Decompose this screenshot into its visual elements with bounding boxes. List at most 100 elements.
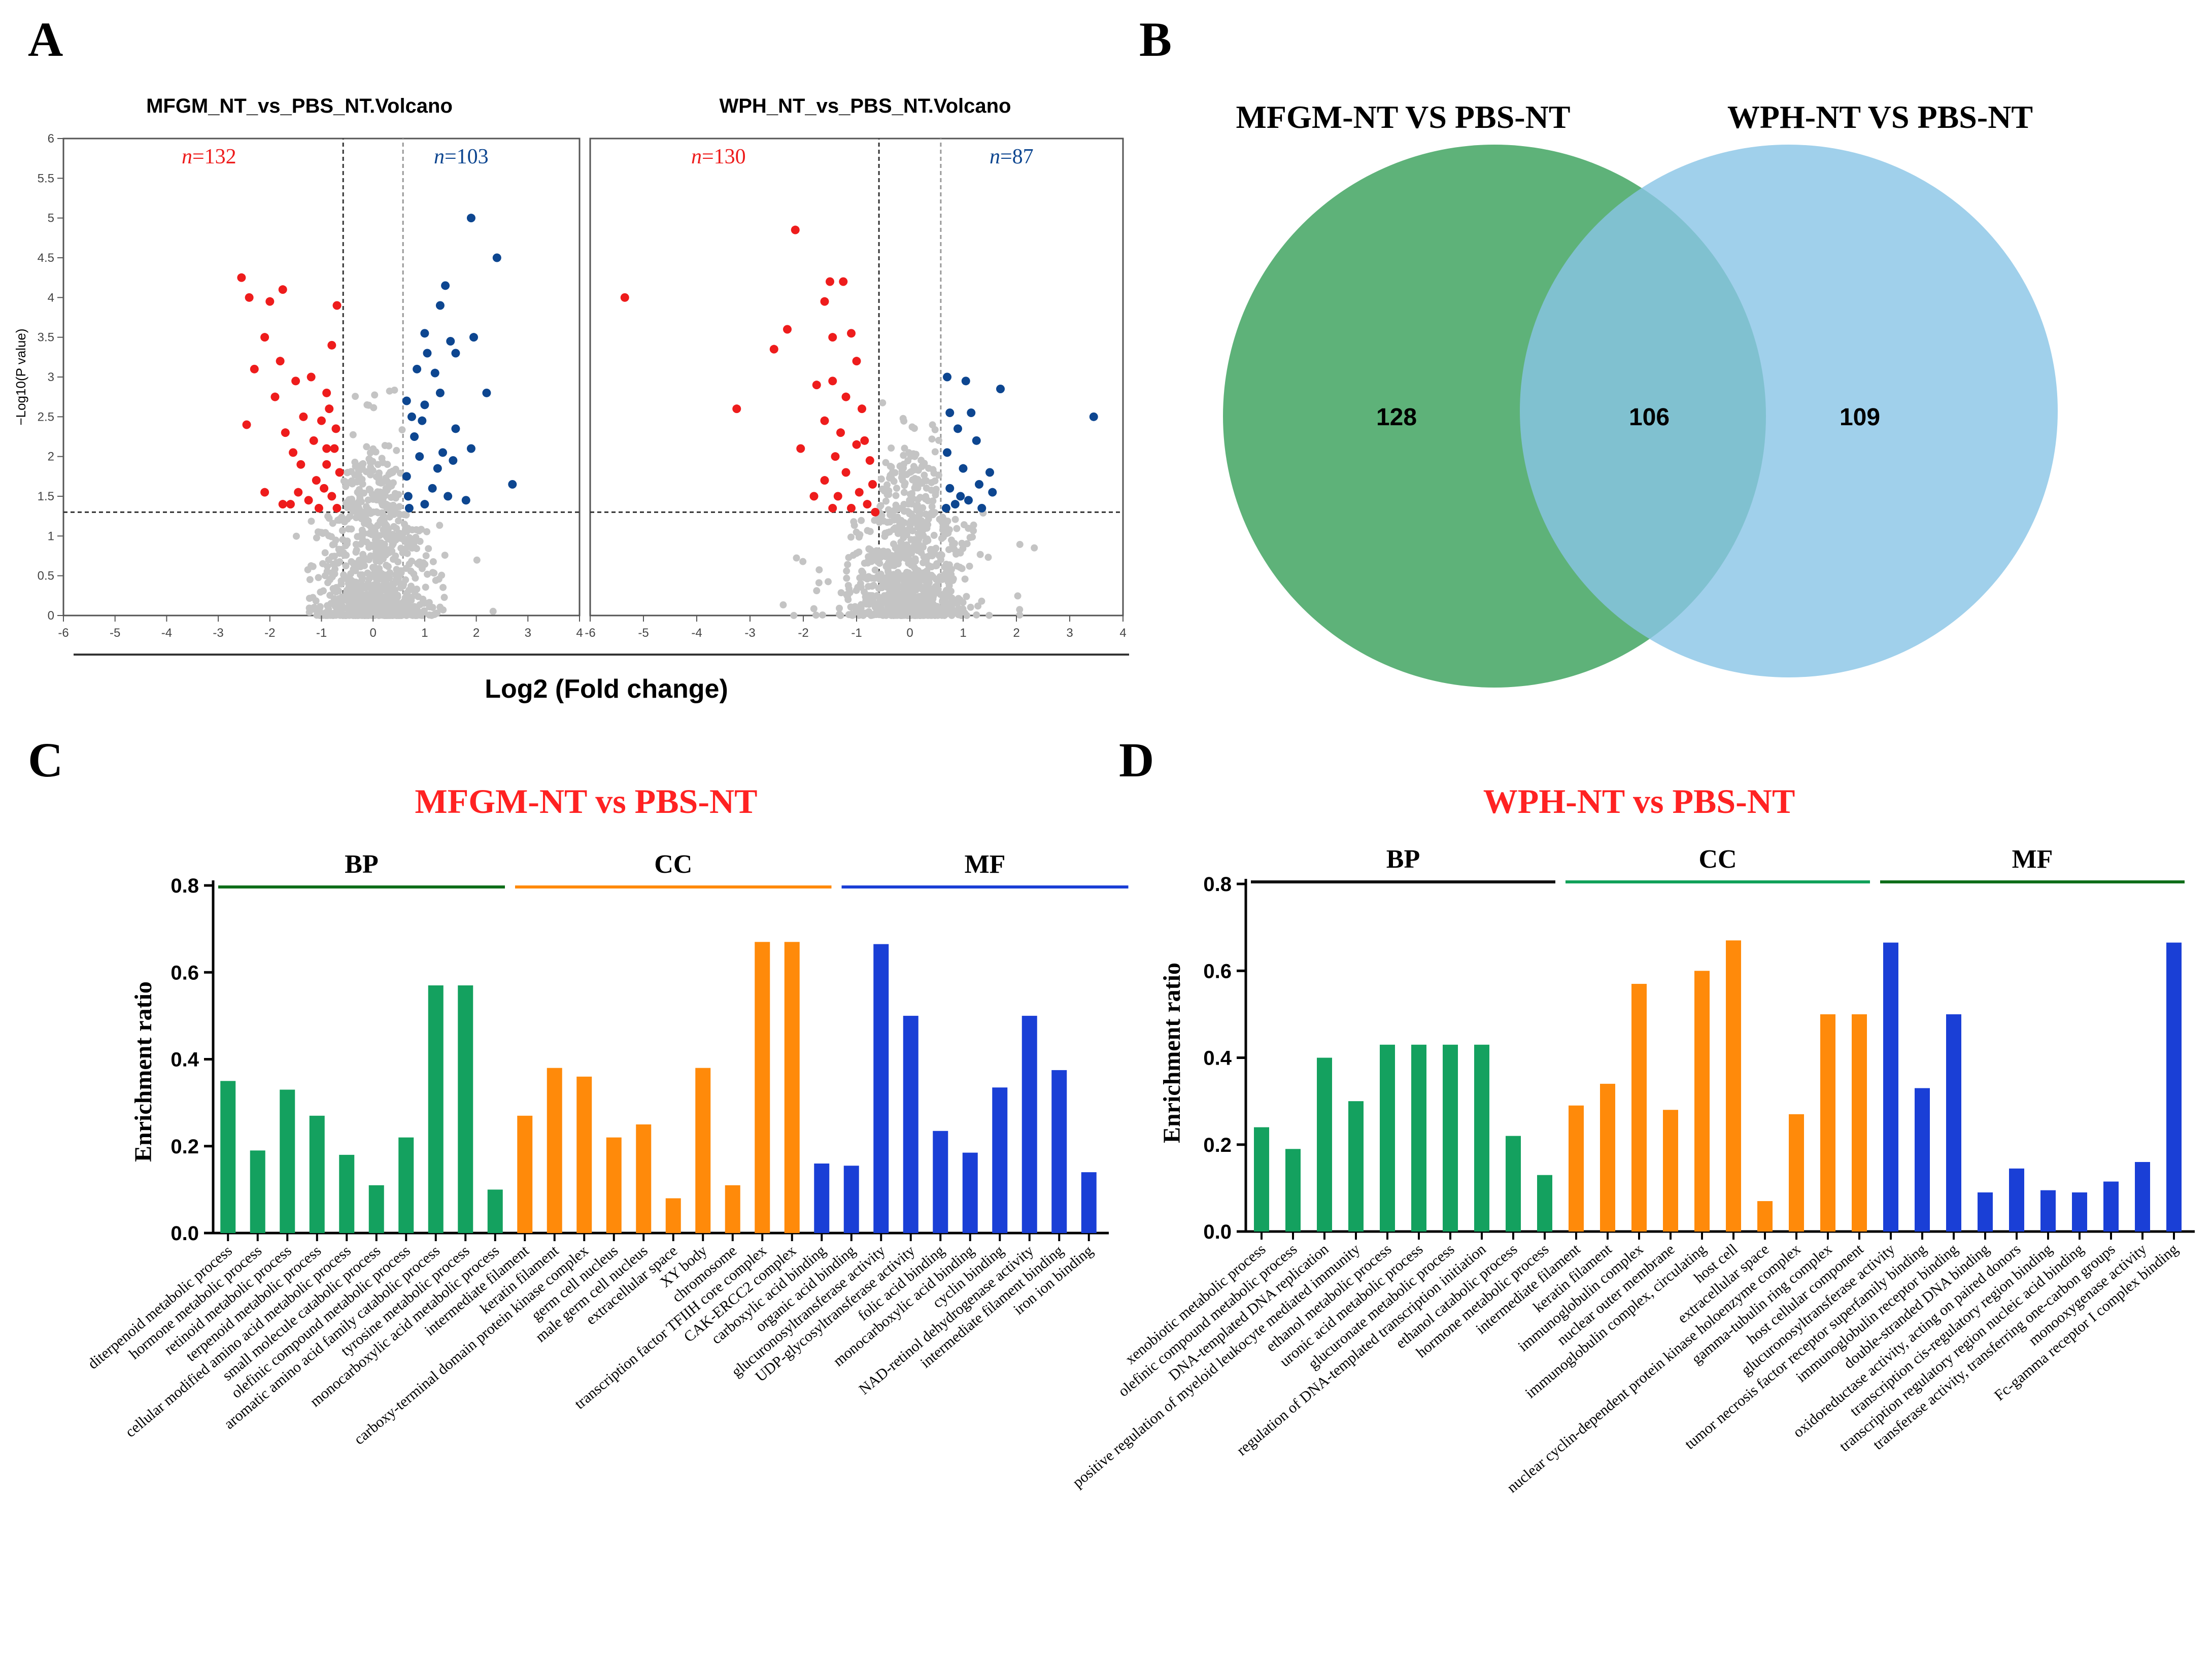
ns-point — [966, 562, 973, 570]
ns-point — [882, 497, 890, 505]
ns-point — [425, 545, 432, 553]
ns-point — [942, 569, 949, 577]
ns-point — [888, 552, 895, 560]
ns-point — [373, 522, 381, 530]
bar-group-headers: BP CC MF — [218, 850, 1129, 888]
down-point — [831, 452, 840, 461]
ns-point — [958, 539, 966, 547]
ns-point — [937, 591, 944, 598]
ns-point — [351, 458, 359, 466]
ns-point — [953, 525, 961, 532]
bar — [606, 1137, 622, 1233]
ns-point — [963, 593, 970, 600]
ns-point — [355, 560, 363, 568]
venn-count-left: 128 — [1376, 404, 1417, 431]
bar — [458, 985, 473, 1233]
x-tick-label: 3 — [525, 626, 531, 640]
ns-point — [912, 586, 920, 594]
ns-point — [1016, 606, 1024, 613]
ns-point — [938, 535, 945, 542]
x-tick-label: -4 — [691, 626, 702, 640]
bar — [1051, 1070, 1067, 1233]
bar — [547, 1068, 562, 1233]
ns-point — [349, 431, 357, 438]
bar — [220, 1081, 236, 1233]
bar — [784, 942, 800, 1233]
bar — [250, 1150, 265, 1233]
bar-title-mfgm: MFGM-NT vs PBS-NT — [415, 782, 758, 821]
x-tick-label: 2 — [473, 626, 480, 640]
bar-title-wph: WPH-NT vs PBS-NT — [1483, 782, 1795, 821]
ns-point — [358, 511, 365, 519]
ns-point — [378, 455, 386, 462]
ns-point — [945, 546, 952, 554]
ns-point — [973, 611, 980, 619]
ns-point — [377, 587, 385, 594]
x-tick-label: -6 — [58, 626, 69, 640]
ns-point — [848, 610, 856, 618]
ns-point — [1016, 611, 1024, 619]
down-point — [332, 301, 342, 310]
ns-point — [333, 559, 341, 566]
panel-label-c: C — [28, 733, 63, 787]
ns-point — [331, 565, 339, 573]
ns-point — [858, 567, 866, 575]
ns-point — [847, 603, 855, 611]
ns-point — [438, 571, 446, 579]
down-point — [296, 460, 305, 469]
volcano-ns-points — [292, 386, 497, 619]
down-point — [860, 436, 869, 445]
volcano-ns-points — [779, 399, 1038, 619]
up-point — [996, 385, 1005, 393]
up-point — [420, 400, 429, 409]
down-point — [620, 293, 629, 302]
ns-point — [343, 500, 350, 507]
ns-point — [364, 517, 372, 525]
y-tick-label: 4.5 — [38, 251, 54, 265]
ns-point — [381, 540, 388, 548]
bar-group-headers: BP CC MF — [1251, 845, 2185, 883]
ns-point — [894, 514, 901, 521]
ns-point — [389, 479, 397, 487]
bar — [487, 1189, 503, 1233]
x-tick-label: 2 — [1013, 626, 1019, 640]
ns-point — [961, 609, 969, 617]
bar — [1443, 1044, 1458, 1232]
y-tick-label: 0.6 — [1203, 960, 1232, 982]
ns-point — [393, 525, 400, 532]
x-tick-label: -5 — [110, 626, 120, 640]
ns-point — [413, 526, 420, 533]
ns-point — [330, 600, 337, 607]
ns-point — [316, 604, 324, 611]
up-point — [444, 492, 453, 501]
ns-point — [873, 547, 880, 555]
x-tick-label: -6 — [585, 626, 595, 640]
bar — [1254, 1127, 1269, 1232]
ns-point — [918, 463, 926, 470]
ns-point — [387, 508, 394, 516]
ns-point — [970, 521, 977, 529]
ns-point — [385, 484, 392, 491]
x-tick-label: 4 — [1119, 626, 1126, 640]
up-point — [451, 349, 460, 358]
up-point — [492, 253, 501, 262]
ns-point — [384, 611, 391, 619]
ns-point — [408, 594, 416, 601]
ns-point — [368, 531, 376, 538]
down-point — [833, 492, 842, 501]
down-count-value: =130 — [702, 145, 746, 168]
ns-point — [364, 569, 371, 577]
ns-point — [907, 611, 915, 619]
up-point — [943, 448, 951, 457]
ns-point — [376, 532, 384, 539]
up-point — [402, 472, 411, 481]
down-point — [820, 476, 829, 485]
up-point — [466, 444, 475, 453]
ns-point — [925, 572, 933, 580]
bar-chart-wph: WPH-NT vs PBS-NT BP CC MF 0.00.20.40.60.8 … — [1069, 782, 2195, 1496]
ns-point — [1014, 592, 1022, 600]
ns-point — [878, 575, 886, 583]
ns-point — [355, 498, 362, 506]
ns-point — [422, 584, 429, 591]
ns-point — [374, 488, 382, 496]
